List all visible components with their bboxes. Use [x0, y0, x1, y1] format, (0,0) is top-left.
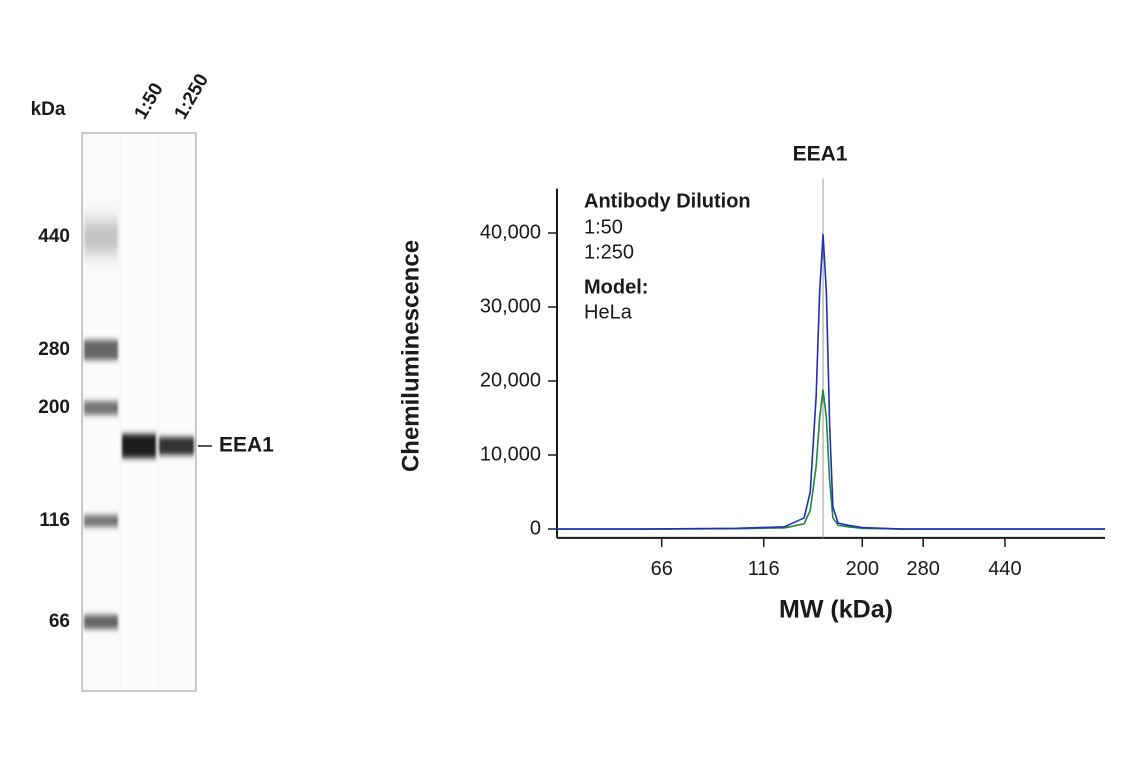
model-value: HeLa	[584, 301, 633, 323]
ladder-band	[84, 515, 118, 527]
sample-band	[159, 437, 194, 455]
y-tick-label: 30,000	[480, 295, 541, 317]
ladder-label: 200	[38, 397, 70, 418]
ladder-label: 280	[38, 339, 70, 360]
legend-title: Antibody Dilution	[584, 190, 751, 212]
ladder-band	[84, 340, 118, 360]
lane	[159, 135, 194, 689]
data-line	[557, 233, 1105, 530]
x-axis-label: MW (kDa)	[779, 596, 893, 624]
model-label: Model:	[584, 276, 648, 298]
lane-label: 1:50	[130, 80, 167, 123]
x-tick-label: 116	[748, 558, 780, 580]
ladder-band	[84, 401, 118, 415]
x-tick-label: 200	[846, 558, 879, 580]
sample-band	[122, 434, 156, 458]
lane	[122, 135, 156, 689]
ladder-band	[84, 222, 118, 252]
y-axis-label: Chemiluminescence	[397, 240, 424, 472]
lane-label: 1:250	[170, 70, 212, 123]
y-tick-label: 20,000	[480, 369, 541, 391]
ladder-label: 116	[39, 510, 70, 531]
chart-title: EEA1	[793, 143, 848, 166]
ladder-label: 440	[38, 226, 70, 247]
legend-entry: 1:250	[584, 241, 634, 263]
legend-entry: 1:50	[584, 216, 623, 238]
y-tick-label: 0	[530, 517, 541, 539]
x-tick-label: 66	[651, 558, 673, 580]
ladder-band	[84, 615, 118, 629]
x-tick-label: 440	[988, 558, 1021, 580]
x-tick-label: 280	[906, 558, 939, 580]
band-label: EEA1	[219, 434, 274, 457]
y-tick-label: 40,000	[480, 221, 541, 243]
gel: kDa 1:50 1:250 440 280 200 116 66 EEA1	[31, 70, 274, 692]
y-tick-label: 10,000	[480, 443, 541, 465]
ladder-label: 66	[49, 611, 70, 632]
unit-label: kDa	[31, 99, 66, 120]
